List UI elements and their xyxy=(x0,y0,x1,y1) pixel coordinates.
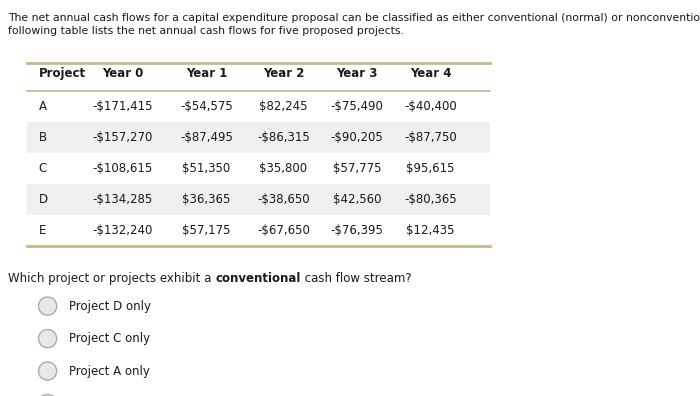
Text: $35,800: $35,800 xyxy=(260,162,307,175)
Text: Year 0: Year 0 xyxy=(102,67,144,80)
Text: The net annual cash flows for a capital expenditure proposal can be classified a: The net annual cash flows for a capital … xyxy=(8,13,700,23)
Text: -$134,285: -$134,285 xyxy=(92,193,153,206)
Text: $51,350: $51,350 xyxy=(183,162,230,175)
Text: cash flow stream?: cash flow stream? xyxy=(301,272,412,286)
Text: $42,560: $42,560 xyxy=(332,193,382,206)
Text: -$157,270: -$157,270 xyxy=(92,131,153,144)
Bar xyxy=(27,122,490,153)
Text: -$86,315: -$86,315 xyxy=(257,131,310,144)
Text: $95,615: $95,615 xyxy=(406,162,455,175)
Text: Year 2: Year 2 xyxy=(262,67,304,80)
Ellipse shape xyxy=(38,297,57,315)
Ellipse shape xyxy=(38,362,57,380)
Text: C: C xyxy=(38,162,47,175)
Text: -$75,490: -$75,490 xyxy=(330,100,384,113)
Text: -$90,205: -$90,205 xyxy=(330,131,384,144)
Text: $57,775: $57,775 xyxy=(332,162,382,175)
Text: conventional: conventional xyxy=(216,272,301,286)
Text: -$76,395: -$76,395 xyxy=(330,224,384,236)
Text: $12,435: $12,435 xyxy=(406,224,455,236)
Text: $82,245: $82,245 xyxy=(259,100,308,113)
Text: -$38,650: -$38,650 xyxy=(257,193,310,206)
Text: -$54,575: -$54,575 xyxy=(180,100,233,113)
Ellipse shape xyxy=(38,329,57,348)
Text: Which project or projects exhibit a: Which project or projects exhibit a xyxy=(8,272,216,286)
Text: -$108,615: -$108,615 xyxy=(92,162,153,175)
Text: Project C only: Project C only xyxy=(69,332,150,345)
Text: $36,365: $36,365 xyxy=(182,193,231,206)
Text: Year 1: Year 1 xyxy=(186,67,228,80)
Text: E: E xyxy=(38,224,46,236)
Text: Year 4: Year 4 xyxy=(410,67,452,80)
Text: -$80,365: -$80,365 xyxy=(404,193,457,206)
Text: $57,175: $57,175 xyxy=(182,224,231,236)
Text: -$87,750: -$87,750 xyxy=(404,131,457,144)
Bar xyxy=(27,184,490,215)
Text: Year 3: Year 3 xyxy=(336,67,378,80)
Text: -$67,650: -$67,650 xyxy=(257,224,310,236)
Text: -$40,400: -$40,400 xyxy=(404,100,457,113)
Text: A: A xyxy=(38,100,46,113)
Text: Project D only: Project D only xyxy=(69,300,150,312)
Ellipse shape xyxy=(38,394,57,396)
Text: -$132,240: -$132,240 xyxy=(92,224,153,236)
Text: D: D xyxy=(38,193,48,206)
Text: following table lists the net annual cash flows for five proposed projects.: following table lists the net annual cas… xyxy=(8,26,405,36)
Text: -$171,415: -$171,415 xyxy=(92,100,153,113)
Text: B: B xyxy=(38,131,47,144)
Text: Project: Project xyxy=(38,67,85,80)
Text: Project A only: Project A only xyxy=(69,365,150,377)
Text: -$87,495: -$87,495 xyxy=(180,131,233,144)
